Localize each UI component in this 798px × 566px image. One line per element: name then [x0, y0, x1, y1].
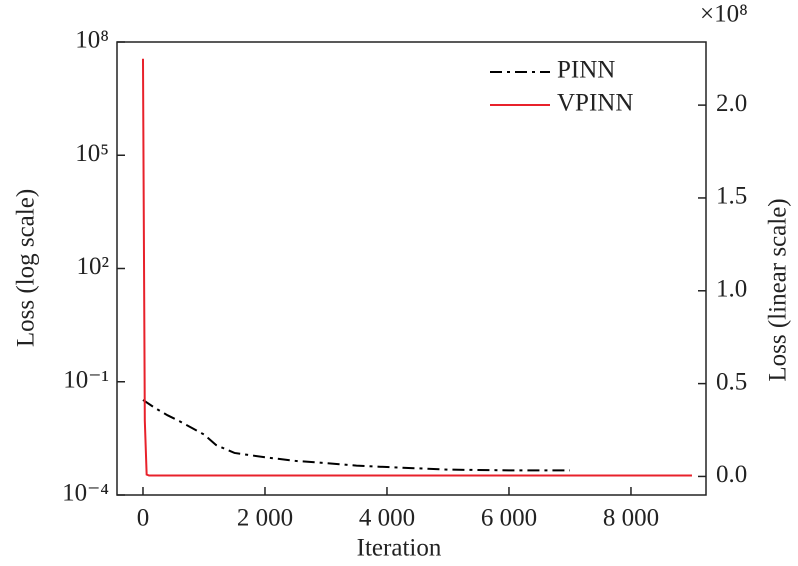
series-line: [142, 399, 570, 472]
y-axis-label: Loss (log scale): [13, 189, 40, 347]
y2-offset-label: ×10⁸: [700, 1, 748, 28]
y2-tick-label: 0.0: [716, 461, 747, 488]
y-tick-label: 10²: [77, 253, 110, 280]
y-tick-label: 10⁵: [75, 140, 109, 167]
y2-tick-label: 1.0: [716, 276, 747, 303]
series-line: [141, 58, 692, 477]
y2-tick-label: 2.0: [716, 90, 747, 117]
y2-tick-label: 1.5: [716, 183, 747, 210]
y-tick-label: 10⁸: [75, 27, 109, 54]
y-tick-label: 10⁻¹: [63, 366, 109, 393]
legend-label: VPINN: [557, 90, 633, 117]
y-tick-label: 10⁻⁴: [62, 480, 109, 507]
y2-tick-label: 0.5: [716, 368, 747, 395]
legend-label: PINN: [557, 57, 615, 84]
x-tick-label: 6 000: [481, 505, 537, 532]
x-tick-label: 0: [137, 505, 150, 532]
y2-axis-label: Loss (linear scale): [765, 198, 792, 381]
x-tick-label: 4 000: [359, 505, 415, 532]
x-axis-label: Iteration: [357, 535, 442, 562]
x-tick-label: 8 000: [603, 505, 659, 532]
x-tick-label: 2 000: [237, 505, 293, 532]
